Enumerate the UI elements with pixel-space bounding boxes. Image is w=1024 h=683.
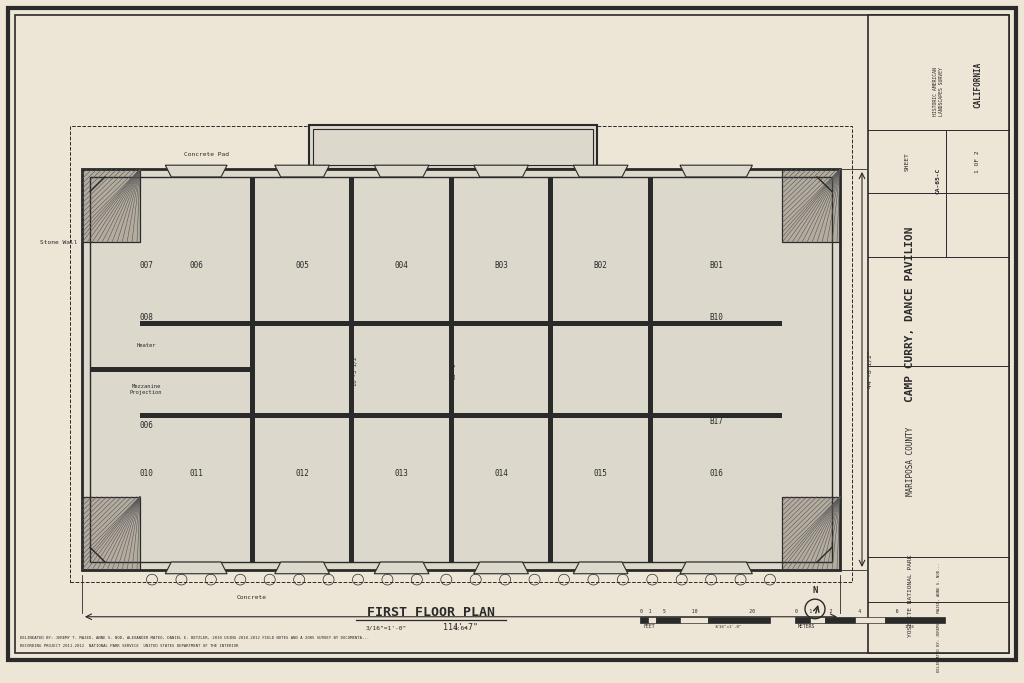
Text: CA-65-C: CA-65-C bbox=[936, 167, 941, 194]
Bar bbox=[82, 497, 140, 570]
Text: 006: 006 bbox=[189, 261, 203, 270]
Text: 44'-8 1/2": 44'-8 1/2" bbox=[868, 350, 873, 388]
Bar bbox=[313, 129, 594, 165]
Bar bbox=[795, 617, 810, 623]
Bar bbox=[309, 125, 597, 169]
Text: B17: B17 bbox=[710, 417, 723, 426]
Text: N: N bbox=[812, 586, 818, 596]
Bar bbox=[855, 617, 885, 623]
Text: 004: 004 bbox=[394, 261, 409, 270]
Bar bbox=[782, 169, 840, 242]
Text: FIRST FLOOR PLAN: FIRST FLOOR PLAN bbox=[367, 607, 495, 619]
Polygon shape bbox=[165, 165, 227, 177]
Bar bbox=[549, 177, 553, 562]
Bar bbox=[82, 169, 140, 242]
Text: 0  1    5         10                  20: 0 1 5 10 20 bbox=[640, 609, 755, 614]
Text: 10'-3 1/2": 10'-3 1/2" bbox=[352, 353, 357, 386]
Polygon shape bbox=[165, 562, 227, 574]
Text: Stone Wall: Stone Wall bbox=[40, 240, 77, 245]
Text: METERS: METERS bbox=[798, 624, 815, 628]
Text: 012: 012 bbox=[295, 469, 309, 478]
Text: 007: 007 bbox=[139, 261, 154, 270]
Text: 006: 006 bbox=[139, 421, 154, 430]
Polygon shape bbox=[573, 165, 628, 177]
Bar bbox=[648, 177, 653, 562]
Bar bbox=[70, 126, 852, 581]
Text: 016: 016 bbox=[710, 469, 723, 478]
Polygon shape bbox=[274, 165, 330, 177]
Polygon shape bbox=[274, 562, 330, 574]
Bar bbox=[868, 14, 1009, 653]
Polygon shape bbox=[474, 165, 528, 177]
Text: B03: B03 bbox=[495, 261, 508, 270]
Bar bbox=[349, 177, 354, 562]
Text: 015: 015 bbox=[594, 469, 607, 478]
Bar bbox=[782, 497, 840, 570]
Text: 21'-6": 21'-6" bbox=[452, 360, 457, 379]
Text: 0    1      2         4            6: 0 1 2 4 6 bbox=[795, 609, 898, 614]
Text: SHEET: SHEET bbox=[905, 152, 910, 171]
Text: Heater: Heater bbox=[136, 343, 156, 348]
Bar bbox=[825, 617, 855, 623]
Bar bbox=[90, 177, 831, 562]
Text: B10: B10 bbox=[710, 313, 723, 322]
Bar bbox=[782, 497, 840, 570]
Text: Concrete: Concrete bbox=[237, 595, 267, 600]
Bar bbox=[708, 617, 770, 623]
Bar bbox=[250, 177, 255, 562]
Polygon shape bbox=[474, 562, 528, 574]
Polygon shape bbox=[374, 562, 429, 574]
Bar bbox=[140, 321, 782, 326]
Text: HISTORIC AMERICAN
LANDSCAPES SURVEY: HISTORIC AMERICAN LANDSCAPES SURVEY bbox=[933, 67, 944, 115]
Text: 011: 011 bbox=[189, 469, 203, 478]
Bar bbox=[656, 617, 680, 623]
Text: 014: 014 bbox=[495, 469, 508, 478]
Bar bbox=[810, 617, 825, 623]
Text: YOSEMITE NATIONAL PARK: YOSEMITE NATIONAL PARK bbox=[908, 554, 912, 637]
Text: 114'-7": 114'-7" bbox=[443, 623, 478, 632]
Bar bbox=[648, 617, 656, 623]
Bar bbox=[82, 169, 840, 570]
Bar bbox=[885, 617, 945, 623]
Bar bbox=[680, 617, 708, 623]
Bar bbox=[82, 169, 840, 570]
Polygon shape bbox=[374, 165, 429, 177]
Text: Concrete Pad: Concrete Pad bbox=[184, 152, 229, 157]
Bar bbox=[782, 169, 840, 242]
Text: B02: B02 bbox=[594, 261, 607, 270]
Text: 005: 005 bbox=[295, 261, 309, 270]
Text: 1 OF 2: 1 OF 2 bbox=[976, 150, 981, 173]
Text: 013: 013 bbox=[394, 469, 409, 478]
Text: CALIFORNIA: CALIFORNIA bbox=[974, 61, 982, 108]
Text: B01: B01 bbox=[710, 261, 723, 270]
Polygon shape bbox=[573, 562, 628, 574]
Bar bbox=[140, 413, 782, 418]
Bar bbox=[90, 367, 252, 372]
Polygon shape bbox=[680, 165, 753, 177]
Text: 3/16"=1'-0": 3/16"=1'-0" bbox=[366, 626, 407, 631]
Text: 008: 008 bbox=[139, 313, 154, 322]
Bar bbox=[640, 617, 648, 623]
Polygon shape bbox=[680, 562, 753, 574]
Text: DELINEATED BY: JEREMY T. MAJED, ANNE S. NOD...: DELINEATED BY: JEREMY T. MAJED, ANNE S. … bbox=[937, 563, 940, 673]
Text: 010: 010 bbox=[139, 469, 154, 478]
Text: FEET: FEET bbox=[643, 624, 654, 628]
Text: RECORDING PROJECT 2011-2012  NATIONAL PARK SERVICE  UNITED STATES DEPARTMENT OF : RECORDING PROJECT 2011-2012 NATIONAL PAR… bbox=[20, 644, 239, 648]
Text: Mezzanine
Projection: Mezzanine Projection bbox=[130, 384, 163, 395]
Text: 3/16"=1'-0": 3/16"=1'-0" bbox=[715, 624, 742, 628]
Text: 1:64: 1:64 bbox=[454, 626, 469, 631]
Text: 1:96: 1:96 bbox=[905, 624, 915, 628]
Bar bbox=[82, 169, 140, 242]
Bar bbox=[82, 497, 140, 570]
Text: DELINEATED BY: JEREMY T. MAJED, ANNE S. NOD, ALEXANDER MATEO, DANIEL E. BETZLER,: DELINEATED BY: JEREMY T. MAJED, ANNE S. … bbox=[20, 637, 369, 640]
Text: MARIPOSA COUNTY: MARIPOSA COUNTY bbox=[906, 427, 914, 496]
Bar bbox=[449, 177, 454, 562]
Text: CAMP CURRY, DANCE PAVILION: CAMP CURRY, DANCE PAVILION bbox=[905, 227, 915, 402]
